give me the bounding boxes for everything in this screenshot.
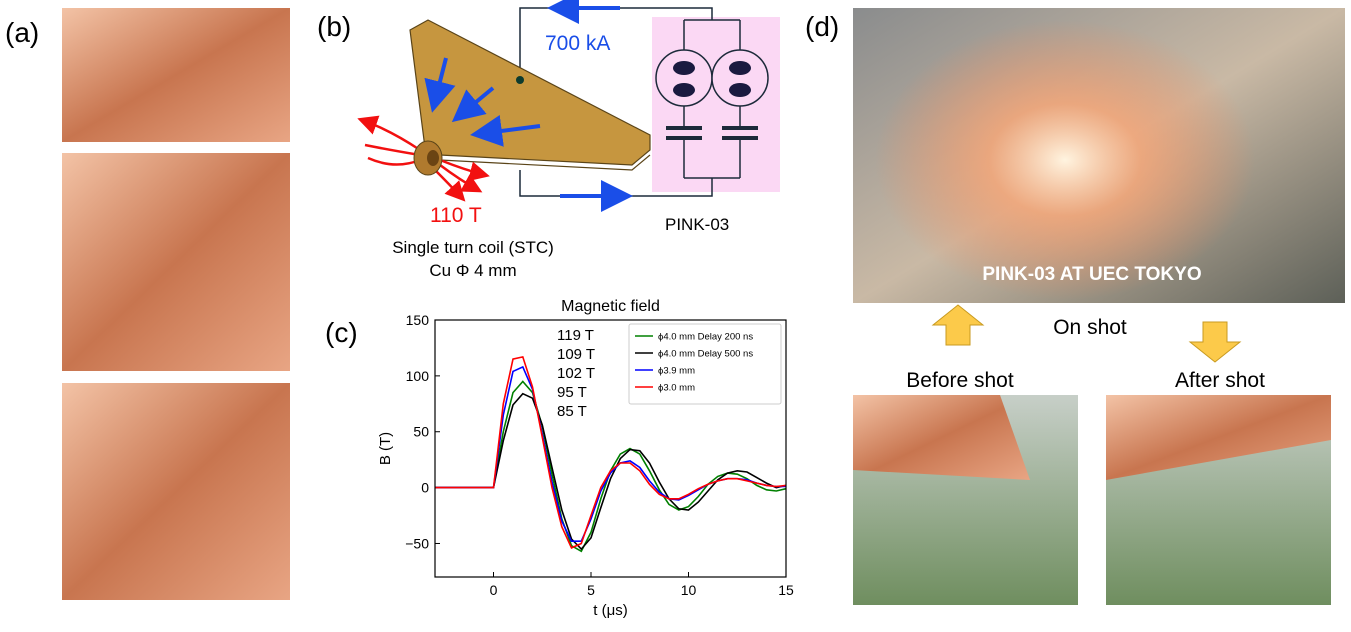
- photo: [62, 8, 290, 142]
- arrow-down: [1190, 322, 1240, 362]
- y-tick-label: 0: [421, 480, 429, 496]
- field-label: 110 T: [430, 204, 482, 227]
- photo-detail: [853, 395, 1030, 480]
- photo-caption: PINK-03 AT UEC TOKYO: [982, 264, 1201, 285]
- legend-label: ϕ3.0 mm: [658, 383, 695, 394]
- annotation: 119 T: [557, 327, 594, 344]
- legend-label: ϕ3.9 mm: [658, 366, 695, 377]
- legend-label: ϕ4.0 mm Delay 200 ns: [658, 332, 753, 343]
- figure: (a) (b) 700 kA 110 T PINK-03 Single turn…: [0, 0, 1351, 627]
- y-tick-label: 150: [406, 312, 430, 328]
- device-label: PINK-03: [665, 215, 729, 234]
- annotation: 95 T: [557, 384, 587, 401]
- on-shot-label: On shot: [1053, 316, 1127, 339]
- y-tick-label: 50: [413, 424, 429, 440]
- x-tick-label: 15: [778, 582, 794, 598]
- panel-label: (a): [5, 17, 39, 48]
- y-axis-label: B (T): [377, 432, 394, 465]
- chart-title: Magnetic field: [561, 298, 660, 315]
- device-box: [652, 17, 780, 192]
- x-axis-label: t (μs): [593, 602, 627, 619]
- arrow-up: [933, 305, 983, 345]
- x-tick-label: 10: [681, 582, 697, 598]
- annotation: 109 T: [557, 346, 595, 363]
- y-tick-label: −50: [405, 535, 429, 551]
- photo: [62, 383, 290, 600]
- panel-label: (d): [805, 11, 839, 42]
- panel-label: (c): [325, 317, 358, 348]
- plate: [410, 20, 650, 165]
- current-label: 700 kA: [545, 32, 610, 55]
- before-label: Before shot: [906, 369, 1014, 392]
- legend-label: ϕ4.0 mm Delay 500 ns: [658, 349, 753, 360]
- x-tick-label: 5: [587, 582, 595, 598]
- sparks: [875, 20, 1255, 300]
- coil-label: Single turn coil (STC): [392, 238, 554, 257]
- panel-label: (b): [317, 11, 351, 42]
- chart: Magnetic field 0 5 10 15 −50 0 50 100 150 t (μs) B …: [377, 298, 794, 619]
- photo: [62, 153, 290, 371]
- annotation: 85 T: [557, 403, 587, 420]
- x-tick-label: 0: [490, 582, 498, 598]
- after-label: After shot: [1175, 369, 1265, 392]
- data-line: [435, 382, 786, 552]
- coil-bore: [427, 150, 439, 166]
- y-tick-label: 100: [406, 368, 430, 384]
- coil-size: Cu Φ 4 mm: [429, 261, 516, 280]
- annotation: 102 T: [557, 365, 595, 382]
- node: [516, 76, 524, 84]
